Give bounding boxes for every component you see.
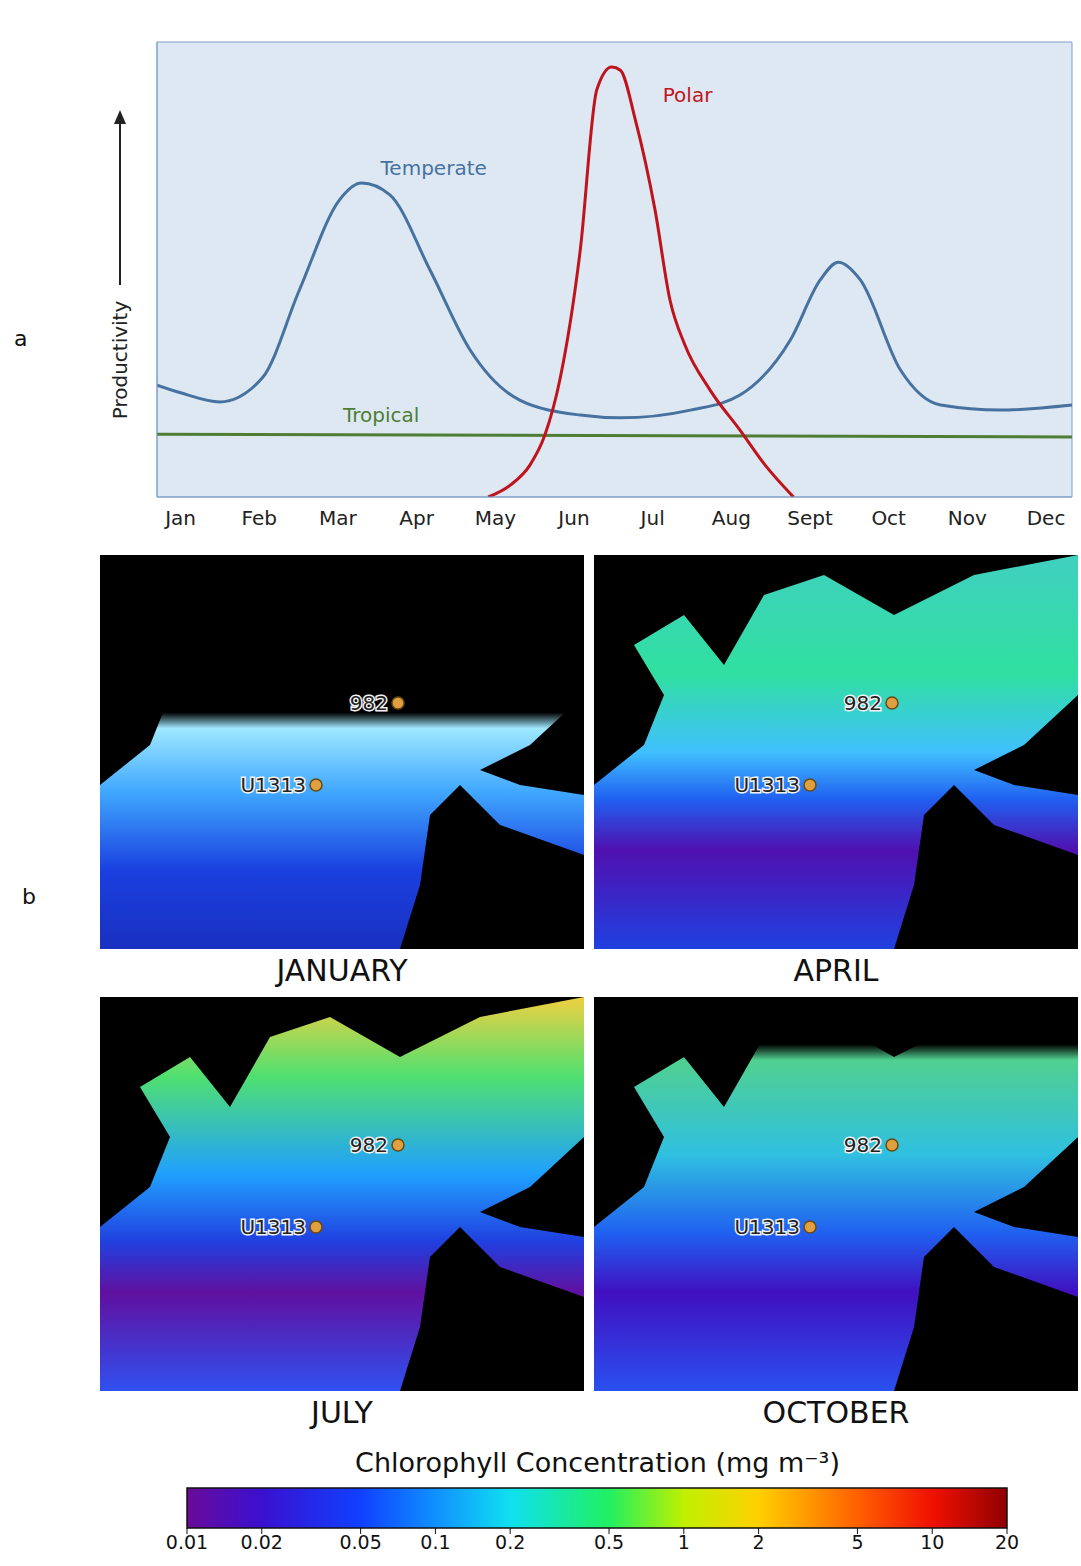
svg-text:1: 1 xyxy=(678,1531,690,1553)
html-text:JANUARY: JANUARY xyxy=(276,953,408,988)
html-text:Chlorophyll Concentration (mg: Chlorophyll Concentration (mg m⁻³) xyxy=(355,1447,840,1478)
svg-text:a: a xyxy=(14,326,27,351)
svg-text:982: 982 xyxy=(844,1133,882,1157)
svg-text:0.1: 0.1 xyxy=(420,1531,450,1553)
svg-text:Mar: Mar xyxy=(319,506,358,530)
svg-text:Feb: Feb xyxy=(242,506,277,530)
svg-text:982: 982 xyxy=(350,1133,388,1157)
svg-text:Apr: Apr xyxy=(399,506,434,530)
svg-text:20: 20 xyxy=(995,1531,1019,1553)
svg-text:Jan: Jan xyxy=(163,506,196,530)
svg-text:0.01: 0.01 xyxy=(166,1531,208,1553)
svg-text:Sept: Sept xyxy=(787,506,833,530)
svg-text:0.2: 0.2 xyxy=(495,1531,525,1553)
svg-text:Jul: Jul xyxy=(639,506,665,530)
svg-text:Tropical: Tropical xyxy=(342,403,419,427)
html-text:b: b xyxy=(22,884,36,909)
svg-text:U1313: U1313 xyxy=(240,773,306,797)
svg-text:U1313: U1313 xyxy=(240,1215,306,1239)
svg-text:Nov: Nov xyxy=(948,506,987,530)
svg-text:U1313: U1313 xyxy=(734,773,800,797)
svg-text:Dec: Dec xyxy=(1027,506,1066,530)
svg-text:0.05: 0.05 xyxy=(339,1531,381,1553)
svg-text:982: 982 xyxy=(844,691,882,715)
svg-text:5: 5 xyxy=(851,1531,863,1553)
svg-text:Productivity: Productivity xyxy=(108,301,132,420)
svg-text:Jun: Jun xyxy=(556,506,589,530)
svg-text:Oct: Oct xyxy=(871,506,906,530)
svg-text:0.5: 0.5 xyxy=(594,1531,624,1553)
svg-text:May: May xyxy=(475,506,517,530)
svg-text:Polar: Polar xyxy=(663,83,713,107)
html-text:APRIL: APRIL xyxy=(793,953,879,988)
svg-text:2: 2 xyxy=(753,1531,765,1553)
svg-text:10: 10 xyxy=(920,1531,944,1553)
svg-text:Aug: Aug xyxy=(712,506,751,530)
html-text:JULY: JULY xyxy=(311,1395,373,1430)
svg-text:0.02: 0.02 xyxy=(241,1531,283,1553)
svg-text:Temperate: Temperate xyxy=(380,156,487,180)
html-text:OCTOBER: OCTOBER xyxy=(762,1395,910,1430)
svg-text:982: 982 xyxy=(350,691,388,715)
svg-text:U1313: U1313 xyxy=(734,1215,800,1239)
